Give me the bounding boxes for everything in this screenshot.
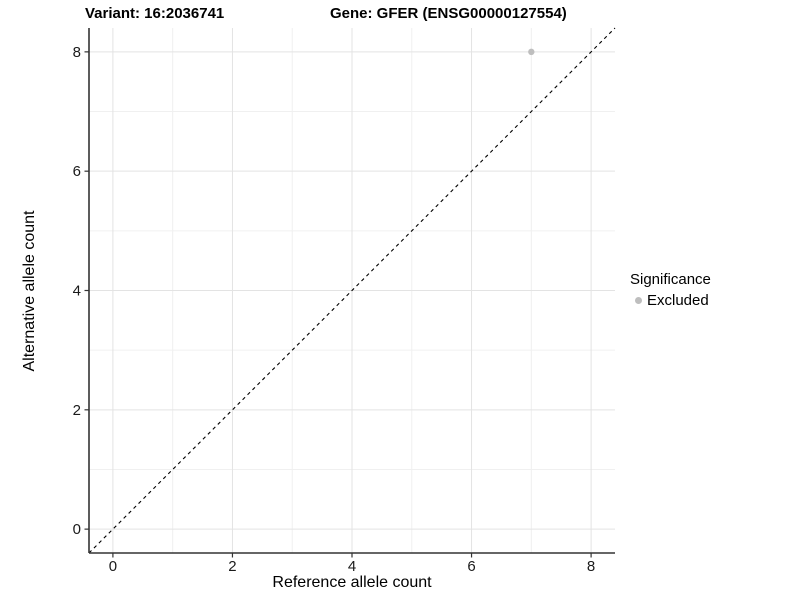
y-axis-title: Alternative allele count [21,210,38,372]
excluded-point-swatch [635,297,642,304]
legend-item-excluded: Excluded [630,292,711,309]
x-tick-label: 4 [348,558,356,575]
legend-title: Significance [630,271,711,288]
plot-title-gene: Gene: GFER (ENSG00000127554) [330,5,567,22]
x-tick-label: 2 [228,558,236,575]
data-point-excluded [528,48,535,56]
x-tick-label: 0 [109,558,117,575]
x-tick-label: 8 [587,558,595,575]
identity-reference-line [88,27,616,554]
x-tick-label: 6 [467,558,475,575]
y-tick-label: 2 [73,402,81,419]
legend-item-label: Excluded [647,292,709,309]
y-tick-label: 8 [73,44,81,61]
legend: Significance Excluded [630,271,711,309]
plot-title-variant: Variant: 16:2036741 [85,5,225,22]
y-tick-label: 0 [73,521,81,538]
y-tick-label: 6 [73,163,81,180]
y-tick-label: 4 [73,283,81,300]
x-axis-title: Reference allele count [272,574,432,591]
